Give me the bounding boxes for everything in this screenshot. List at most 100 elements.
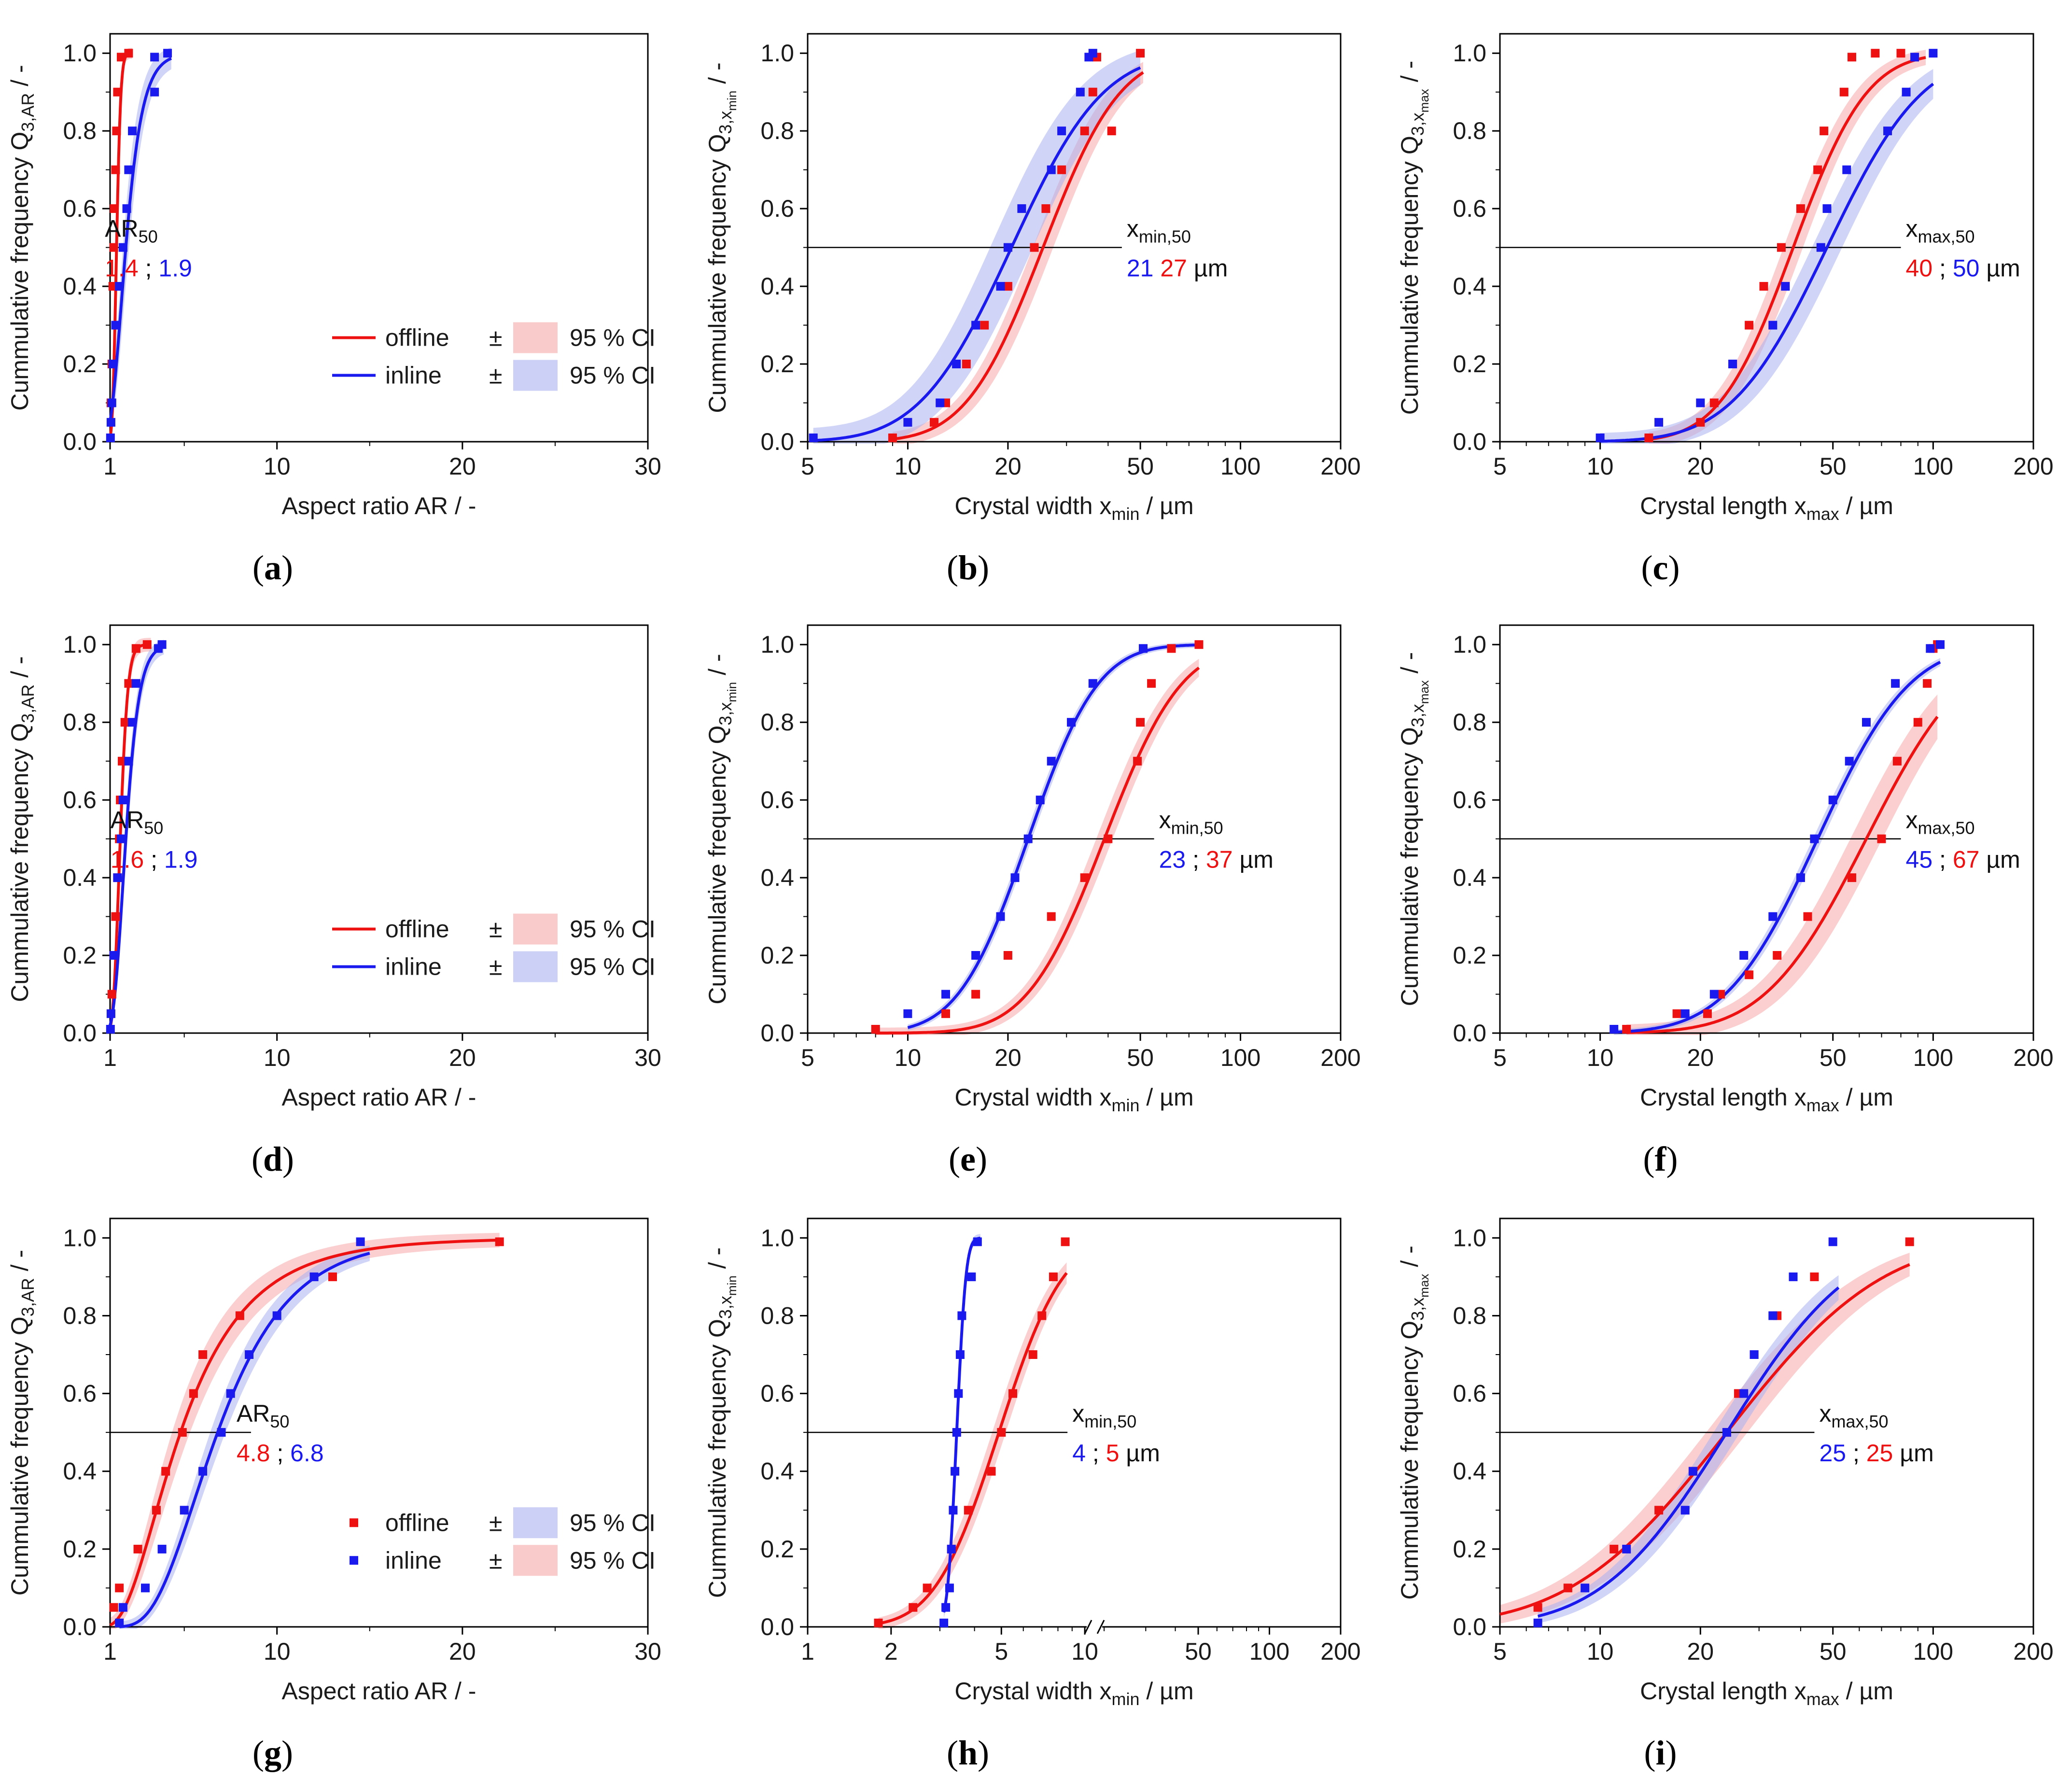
y-tick-label: 1.0	[1453, 631, 1486, 658]
data-point-offline	[962, 360, 971, 368]
panel-g: 0.0 0.2 0.4 0.6 0.8 1.0 1 10 20 30 Aspect ratio AR…	[6, 1217, 661, 1772]
y-tick-label: 0.4	[63, 1458, 97, 1485]
y-tick-label: 0.0	[1453, 1020, 1486, 1047]
data-point-inline	[957, 1311, 966, 1320]
x-tick-label: 5	[801, 453, 814, 480]
data-point-offline	[1913, 718, 1922, 727]
y-tick-label: 0.6	[760, 1380, 794, 1407]
x-tick-label: 20	[1687, 453, 1714, 480]
data-point-inline	[1696, 398, 1705, 407]
x-tick-label: 100	[1220, 1044, 1260, 1071]
data-point-offline	[1147, 679, 1156, 688]
data-point-inline	[1845, 756, 1854, 766]
y-tick-label: 0.2	[760, 942, 794, 969]
axis-break-gap	[1087, 1624, 1103, 1630]
y-tick-label: 0.0	[1453, 1613, 1486, 1640]
ci-band-offline	[878, 1262, 1067, 1629]
annotation-values: 45 ; 67 µm	[1906, 846, 2020, 873]
panel-f: 0.0 0.2 0.4 0.6 0.8 1.0 5 10 20 50 100 200 Crystal l…	[1396, 624, 2054, 1178]
data-point-offline	[142, 640, 152, 649]
data-point-offline	[1813, 165, 1822, 174]
data-point-offline	[1745, 970, 1754, 979]
y-tick-label: 1.0	[1453, 1224, 1486, 1251]
panel-d: 0.0 0.2 0.4 0.6 0.8 1.0 1 10 20 30 Aspect ratio AR…	[6, 624, 661, 1178]
y-tick-label: 0.2	[63, 1536, 97, 1563]
data-point-inline	[131, 679, 140, 688]
legend-marker-offline	[350, 1518, 358, 1527]
axis-break-mark	[1096, 1620, 1105, 1634]
data-point-inline	[1067, 718, 1076, 727]
ci-band-inline	[813, 50, 1141, 444]
data-point-offline	[1088, 87, 1097, 97]
ci-band-inline	[1600, 69, 1933, 444]
data-point-inline	[1722, 1428, 1731, 1437]
y-tick-label: 1.0	[760, 40, 794, 67]
panel-i: 0.0 0.2 0.4 0.6 0.8 1.0 5 10 20 50 100 200 Crystal l…	[1396, 1217, 2054, 1772]
data-point-inline	[1768, 1311, 1778, 1320]
data-point-inline	[1581, 1583, 1590, 1593]
data-point-offline	[1107, 126, 1116, 136]
data-point-offline	[235, 1311, 244, 1320]
data-point-inline	[117, 834, 126, 843]
data-point-offline	[1696, 418, 1705, 427]
annotation-title: AR50	[105, 215, 158, 247]
plot-frame	[807, 33, 1342, 443]
data-point-inline	[150, 87, 159, 97]
plot-frame	[109, 624, 649, 1034]
y-axis-title: Cummulative frequency Q3,xmax / -	[1396, 1245, 1431, 1600]
y-tick-label: 0.6	[63, 786, 97, 813]
x-tick-label: 200	[2013, 1638, 2053, 1665]
x-tick-label: 100	[1220, 453, 1260, 480]
data-point-offline	[997, 1428, 1006, 1437]
legend-pm: ±	[489, 362, 502, 389]
x-tick-label: 10	[895, 1044, 922, 1071]
legend-label-inline: inline	[385, 1547, 442, 1574]
data-point-offline	[930, 418, 938, 427]
data-point-offline	[1533, 1603, 1542, 1612]
y-tick-label: 0.2	[1453, 350, 1486, 378]
data-point-inline	[1047, 165, 1056, 174]
ci-band-inline	[908, 642, 1199, 1031]
y-tick-label: 0.6	[1453, 1380, 1486, 1407]
data-point-offline	[1839, 87, 1848, 97]
data-point-offline	[1654, 1506, 1664, 1515]
x-tick-label: 10	[264, 1044, 291, 1071]
data-point-offline	[1622, 1025, 1631, 1034]
data-point-offline	[1810, 1272, 1819, 1281]
data-point-inline	[1654, 418, 1664, 427]
x-tick-label: 20	[994, 1044, 1022, 1071]
data-point-offline	[1773, 951, 1782, 960]
data-point-inline	[113, 873, 122, 882]
data-point-offline	[115, 1583, 124, 1593]
fit-curve-inline	[1614, 660, 1941, 1034]
x-tick-label: 10	[1587, 453, 1614, 480]
data-point-inline	[1739, 1389, 1749, 1398]
x-tick-label: 100	[1249, 1638, 1289, 1665]
data-point-inline	[124, 756, 133, 766]
y-tick-label: 0.0	[760, 428, 794, 455]
x-tick-label: 30	[634, 453, 661, 480]
data-point-inline	[157, 1544, 167, 1553]
panel-label: (i)	[1644, 1734, 1677, 1772]
data-point-offline	[131, 644, 140, 653]
ci-band-offline	[110, 1232, 500, 1629]
y-tick-label: 0.8	[1453, 709, 1486, 736]
y-tick-label: 0.6	[760, 786, 794, 813]
x-tick-label: 20	[449, 1044, 476, 1071]
data-point-inline	[1047, 756, 1056, 766]
data-point-inline	[1680, 1506, 1690, 1515]
data-point-inline	[1088, 679, 1097, 688]
y-tick-label: 0.6	[1453, 786, 1486, 813]
data-point-inline	[1822, 204, 1832, 213]
data-point-offline	[1803, 912, 1812, 921]
fit-curve-offline	[878, 1272, 1068, 1625]
data-point-offline	[1061, 1237, 1070, 1246]
y-tick-label: 0.6	[63, 1380, 97, 1407]
legend-ci-label: 95 % CI	[570, 324, 656, 351]
y-tick-label: 0.0	[63, 1613, 97, 1640]
data-point-inline	[1910, 53, 1919, 62]
data-point-inline	[1768, 321, 1778, 330]
data-point-inline	[356, 1237, 365, 1246]
y-tick-label: 1.0	[63, 631, 97, 658]
